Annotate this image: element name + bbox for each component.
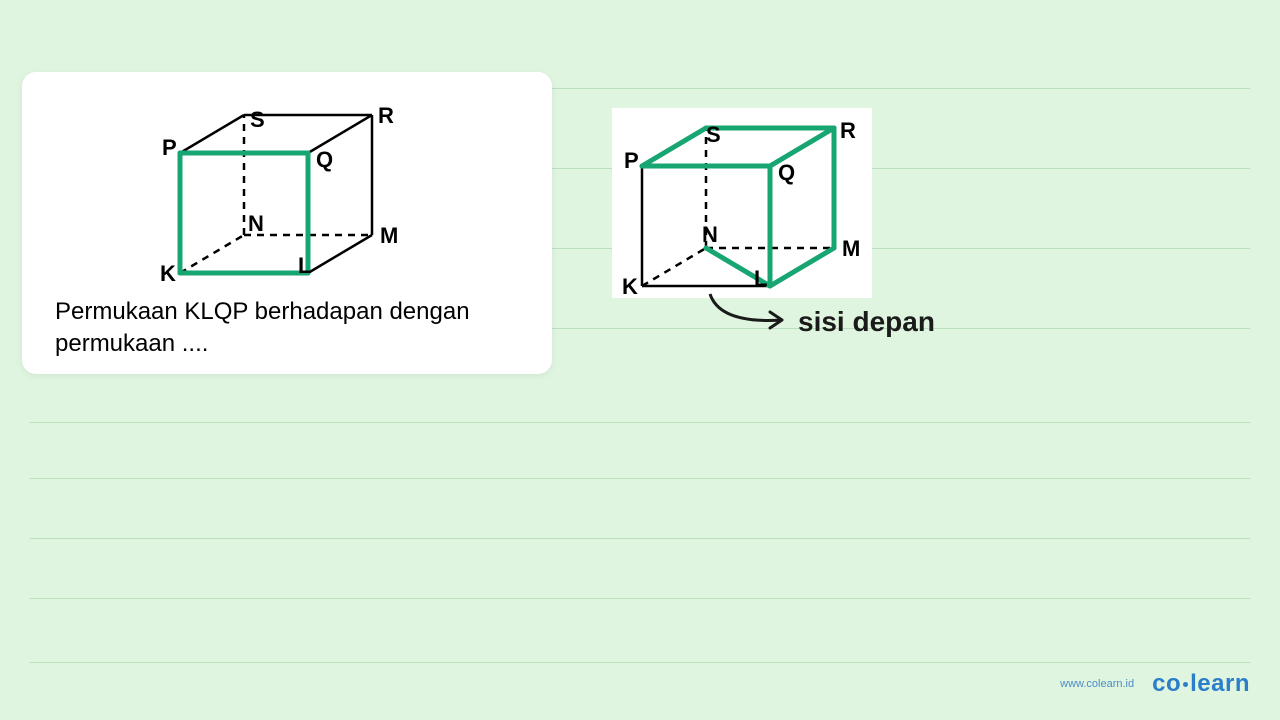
vertex-m2: M — [842, 236, 860, 261]
vertex-n: N — [248, 211, 264, 236]
logo-pre: co — [1152, 670, 1181, 697]
question-text: Permukaan KLQP berhadapan dengan permuka… — [55, 296, 545, 361]
footer-url: www.colearn.id — [1060, 678, 1134, 690]
cube-right-diagram: K L M N P Q R S — [612, 108, 872, 308]
footer: www.colearn.id colearn — [1060, 670, 1250, 698]
vertex-s2: S — [706, 122, 721, 147]
vertex-m: M — [380, 223, 398, 248]
logo-dot-icon — [1183, 682, 1188, 687]
vertex-q2: Q — [778, 160, 795, 185]
vertex-r2: R — [840, 118, 856, 143]
vertex-k2: K — [622, 274, 638, 299]
vertex-p2: P — [624, 148, 639, 173]
vertex-l: L — [298, 253, 311, 278]
footer-logo: colearn — [1152, 670, 1250, 698]
vertex-s: S — [250, 107, 265, 132]
cube-left-diagram: K L M N P Q R S — [150, 95, 410, 295]
vertex-r: R — [378, 103, 394, 128]
vertex-p: P — [162, 135, 177, 160]
vertex-n2: N — [702, 222, 718, 247]
annotation-arrow — [690, 288, 810, 348]
annotation-label: sisi depan — [798, 306, 935, 338]
vertex-q: Q — [316, 147, 333, 172]
vertex-k: K — [160, 261, 176, 286]
logo-post: learn — [1190, 670, 1250, 697]
